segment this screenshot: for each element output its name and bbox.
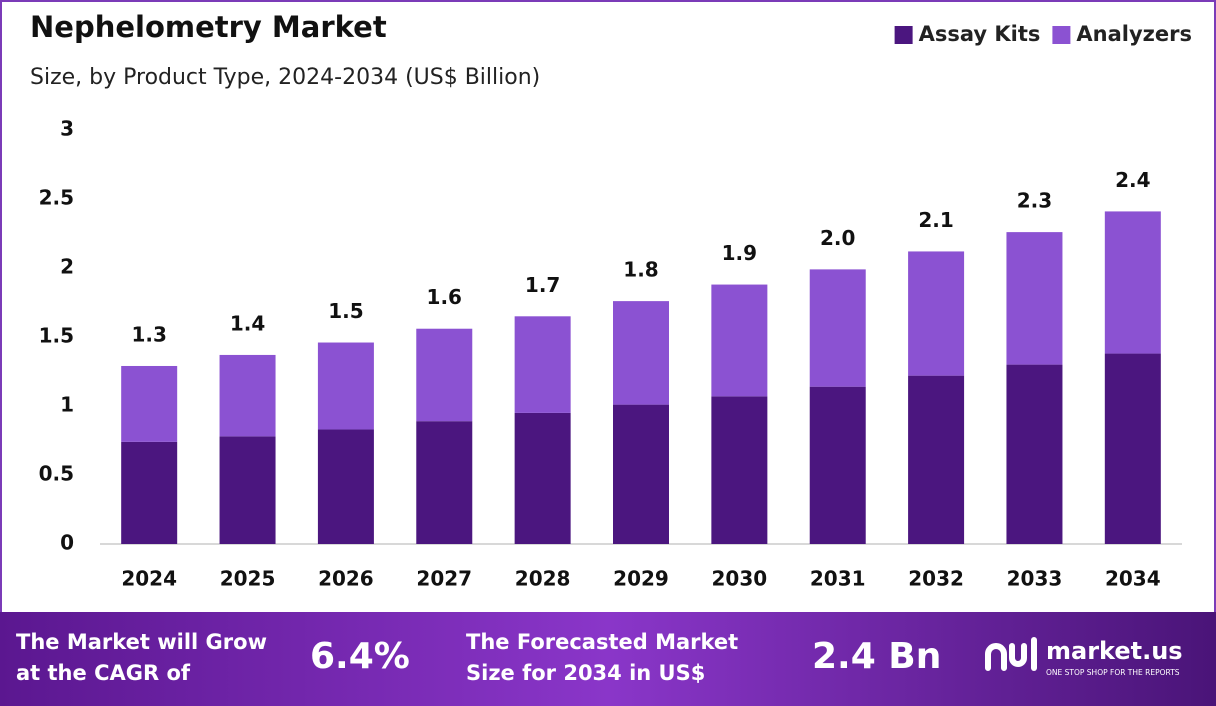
total-label: 2.0 xyxy=(820,226,855,250)
total-label: 1.3 xyxy=(131,322,166,346)
total-label: 2.4 xyxy=(1115,168,1150,192)
footer-value: 6.4% xyxy=(310,636,410,677)
legend-label: Analyzers xyxy=(1076,22,1192,46)
bar-segment xyxy=(809,386,866,544)
bar-segment xyxy=(416,328,473,422)
y-tick-label: 1 xyxy=(60,393,74,417)
x-tick-label: 2026 xyxy=(318,567,374,591)
total-label: 1.7 xyxy=(525,273,560,297)
x-tick-label: 2028 xyxy=(515,567,571,591)
legend-swatch xyxy=(894,26,913,44)
bar-segment xyxy=(121,441,178,544)
x-tick-label: 2024 xyxy=(121,567,177,591)
x-tick-label: 2027 xyxy=(416,567,472,591)
bar-segment xyxy=(416,421,473,544)
chart-subtitle: Size, by Product Type, 2024-2034 (US$ Bi… xyxy=(30,65,540,90)
brand-tagline: ONE STOP SHOP FOR THE REPORTS xyxy=(1046,668,1180,677)
bar-segment xyxy=(514,412,571,544)
y-tick-label: 2.5 xyxy=(39,186,74,210)
bar-segment xyxy=(1104,353,1161,544)
bar-segment xyxy=(908,251,965,376)
bar-segment xyxy=(514,316,571,413)
bar-segment xyxy=(317,342,374,430)
x-tick-label: 2034 xyxy=(1105,567,1161,591)
footer-text: at the CAGR of xyxy=(16,661,191,685)
total-label: 1.8 xyxy=(623,258,658,282)
legend-swatch xyxy=(1052,26,1071,44)
total-label: 2.1 xyxy=(918,208,953,232)
bar-segment xyxy=(1104,211,1161,354)
bar-segment xyxy=(317,429,374,544)
y-tick-label: 0 xyxy=(60,531,74,555)
footer-value: 2.4 Bn xyxy=(812,636,941,677)
y-tick-label: 3 xyxy=(60,117,74,141)
bar-segment xyxy=(121,365,178,442)
x-tick-label: 2025 xyxy=(220,567,276,591)
y-tick-label: 2 xyxy=(60,255,74,279)
bar-segment xyxy=(613,301,669,405)
total-label: 2.3 xyxy=(1017,189,1052,213)
x-tick-label: 2029 xyxy=(613,567,669,591)
legend-label: Assay Kits xyxy=(919,22,1041,46)
chart-title: Nephelometry Market xyxy=(30,10,387,44)
brand-logo xyxy=(985,637,1037,671)
total-label: 1.9 xyxy=(722,241,757,265)
bar-segment xyxy=(219,354,276,437)
footer-text: The Forecasted Market xyxy=(466,630,738,654)
brand-name: market.us xyxy=(1046,637,1183,665)
bar-segment xyxy=(809,269,866,387)
total-label: 1.4 xyxy=(230,311,265,335)
bar-segment xyxy=(908,375,965,544)
bar-segment xyxy=(613,404,669,544)
x-tick-label: 2031 xyxy=(810,567,866,591)
bar-segment xyxy=(711,396,768,544)
bar-segment xyxy=(219,436,276,544)
footer-text: Size for 2034 in US$ xyxy=(466,661,705,685)
total-label: 1.5 xyxy=(328,299,363,323)
x-tick-label: 2033 xyxy=(1007,567,1063,591)
y-tick-label: 0.5 xyxy=(39,462,74,486)
x-tick-label: 2032 xyxy=(908,567,964,591)
bar-segment xyxy=(711,284,768,397)
bar-segment xyxy=(1006,364,1063,544)
x-tick-label: 2030 xyxy=(712,567,768,591)
bar-segment xyxy=(1006,232,1063,365)
total-label: 1.6 xyxy=(427,285,462,309)
y-tick-label: 1.5 xyxy=(39,324,74,348)
footer-text: The Market will Grow xyxy=(16,630,267,654)
